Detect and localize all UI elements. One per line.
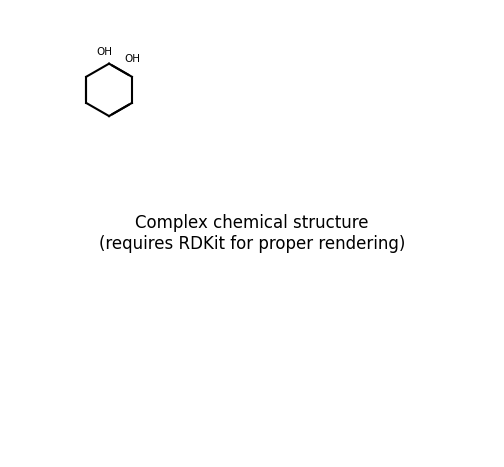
Text: Complex chemical structure
(requires RDKit for proper rendering): Complex chemical structure (requires RDK…: [99, 214, 405, 253]
Text: OH: OH: [124, 54, 141, 64]
Text: OH: OH: [96, 48, 112, 57]
